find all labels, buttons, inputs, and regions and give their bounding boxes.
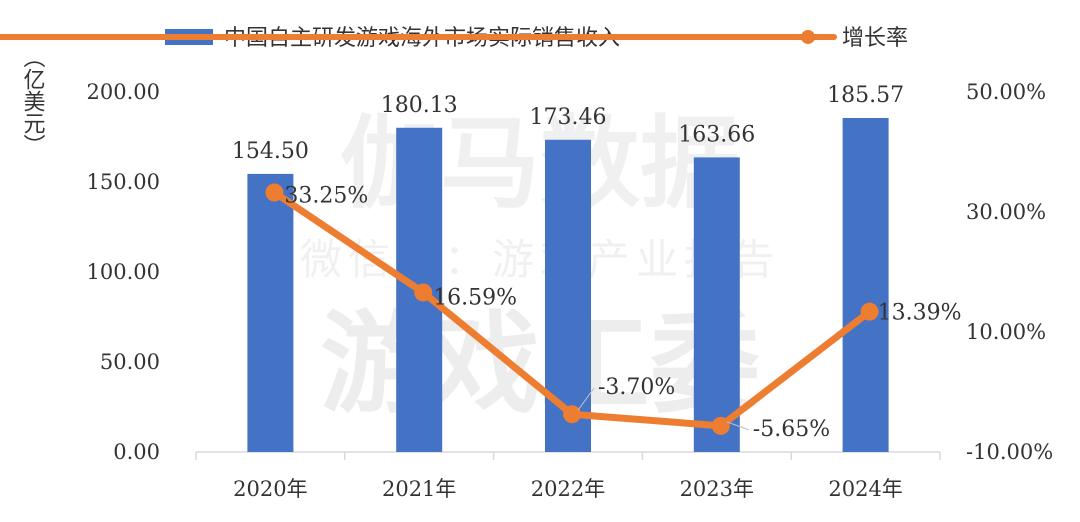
y-tick-label: 200.00 <box>87 80 160 104</box>
legend-line-marker <box>801 30 815 44</box>
x-axis-ticks: 2020年 2021年 2022年 2023年 2024年 <box>195 452 941 501</box>
y2-tick-label: 50.00% <box>966 80 1046 104</box>
bar-data-label: 154.50 <box>232 139 309 164</box>
y-tick-label: 150.00 <box>87 170 160 194</box>
line-data-label: 33.25% <box>284 184 368 209</box>
legend: 中国自主研发游戏海外市场实际销售收入 增长率 <box>0 26 908 51</box>
y2-tick-label: 30.00% <box>966 200 1046 224</box>
y-axis-ticks: 0.00 50.00 100.00 150.00 200.00 <box>87 80 160 464</box>
y-tick-label: 50.00 <box>100 350 160 374</box>
line-series <box>265 183 879 435</box>
line-data-label: -3.70% <box>598 375 675 400</box>
y-axis-label: （亿美元） <box>20 46 46 156</box>
line-data-label: 16.59% <box>433 285 517 310</box>
leader-line <box>726 421 749 431</box>
y2-tick-label: 10.00% <box>966 320 1046 344</box>
bar <box>842 117 889 452</box>
line-point <box>563 405 581 424</box>
x-tick-label: 2023年 <box>680 477 754 501</box>
line-data-labels: 33.25% 16.59% -3.70% -5.65% 13.39% <box>284 184 961 442</box>
y-tick-label: 100.00 <box>87 260 160 284</box>
x-tick-label: 2021年 <box>382 477 456 501</box>
bar-data-labels: 154.50 180.13 173.46 163.66 185.57 <box>232 83 904 164</box>
bar <box>247 173 294 452</box>
bar-data-label: 173.46 <box>530 105 607 130</box>
line-point <box>711 416 730 435</box>
bar <box>693 157 740 453</box>
x-tick-label: 2020年 <box>233 477 307 501</box>
y-tick-label: 0.00 <box>113 440 160 464</box>
line-data-label: 13.39% <box>878 301 962 326</box>
line-point <box>265 183 284 202</box>
bar <box>545 139 591 452</box>
line-point <box>860 302 879 321</box>
line-data-label: -5.65% <box>753 417 830 442</box>
bar-data-label: 180.13 <box>381 93 458 118</box>
leader-line <box>577 387 595 411</box>
x-tick-label: 2022年 <box>531 477 605 501</box>
line-point <box>414 283 433 302</box>
watermark-line3: 游戏工委 <box>320 300 760 428</box>
y2-tick-label: -10.00% <box>966 440 1053 464</box>
bar-data-label: 185.57 <box>827 83 904 108</box>
y2-axis-ticks: -10.00% 10.00% 30.00% 50.00% <box>966 80 1053 464</box>
bar-data-label: 163.66 <box>678 122 755 147</box>
legend-line-label: 增长率 <box>842 26 908 51</box>
x-tick-label: 2024年 <box>828 477 902 501</box>
